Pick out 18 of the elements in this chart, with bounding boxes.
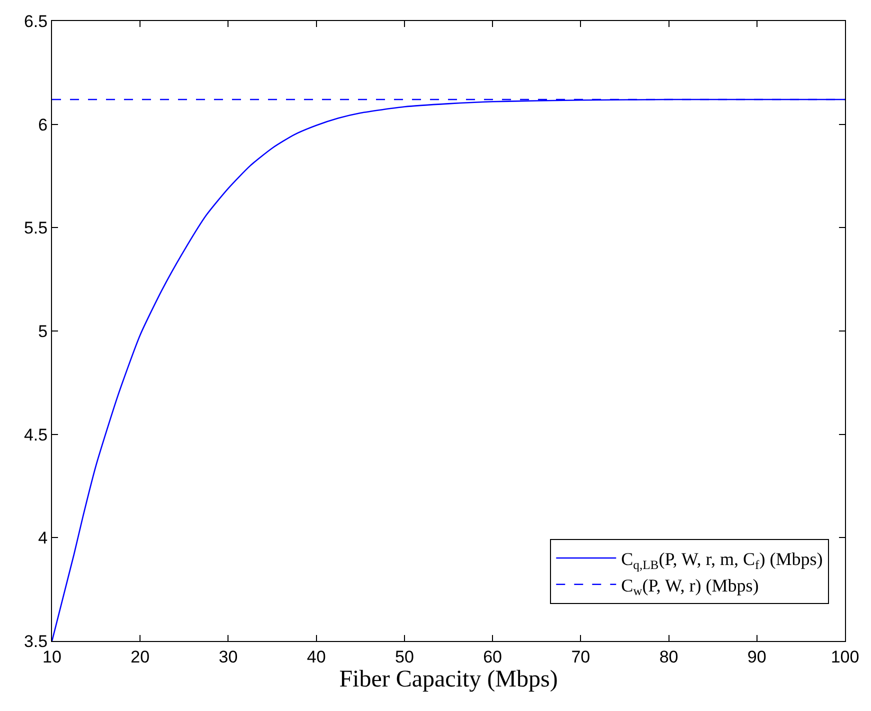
x-tick-label: 70 — [571, 647, 590, 666]
y-tick-label: 4 — [38, 528, 48, 548]
legend-label: C$_{w}$(P, W, r) (Mbps) — [621, 575, 759, 598]
x-axis-title: Fiber Capacity (Mbps) — [339, 666, 558, 692]
y-tick-label: 5 — [38, 322, 48, 341]
legend-label: C$_{q,LB}$(P, W, r, m, C$_{f}$) (Mbps) — [621, 549, 823, 572]
x-tick-label: 100 — [830, 647, 860, 666]
x-tick-label: 90 — [747, 647, 766, 666]
y-tick-label: 4.5 — [24, 425, 48, 444]
x-tick-label: 80 — [659, 647, 678, 666]
x-tick-label: 20 — [130, 647, 150, 666]
y-tick-label: 5.5 — [24, 218, 48, 238]
y-tick-label: 6 — [38, 115, 48, 134]
y-tick-label: 6.5 — [24, 12, 48, 31]
x-tick-label: 30 — [218, 647, 238, 666]
x-tick-label: 40 — [306, 647, 326, 666]
x-tick-label: 60 — [483, 647, 502, 666]
x-tick-label: 50 — [394, 647, 414, 666]
